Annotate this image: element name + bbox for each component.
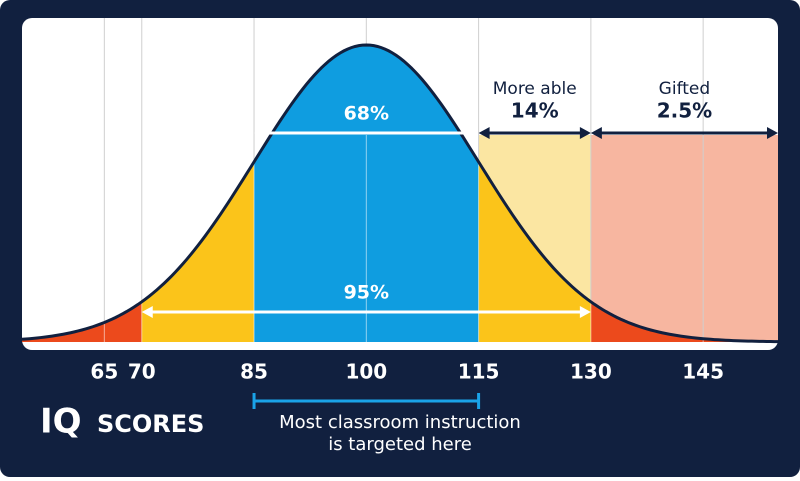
- group-label: 2.5%: [657, 99, 712, 123]
- x-tick-label: 85: [240, 360, 268, 384]
- band-arrow: [141, 306, 591, 318]
- group-arrow: [590, 127, 778, 139]
- axis-title-main: IQ: [40, 402, 82, 442]
- band-label: 68%: [344, 103, 389, 125]
- group-arrow: [478, 127, 591, 139]
- x-tick-label: 130: [570, 360, 612, 384]
- x-tick-label: 100: [345, 360, 387, 384]
- band-label: 95%: [344, 282, 389, 304]
- band-arrow-part: [254, 127, 266, 139]
- group-arrow-part: [767, 127, 778, 139]
- group-name: Gifted: [659, 79, 711, 99]
- note-bracket: [252, 393, 481, 409]
- group-zone: [590, 135, 778, 342]
- axis-title-rest: SCORES: [97, 410, 204, 438]
- note-line: Most classroom instruction: [279, 412, 521, 433]
- group-arrow-part: [590, 127, 602, 139]
- band-arrow-part: [141, 306, 153, 318]
- x-tick-label: 65: [90, 360, 118, 384]
- group-label: 14%: [511, 99, 559, 123]
- group-name: More able: [493, 79, 577, 99]
- x-tick-label: 145: [682, 360, 724, 384]
- group-arrow-part: [579, 127, 591, 139]
- group-arrow-part: [478, 127, 490, 139]
- band-arrow: [254, 127, 479, 139]
- band-arrow-part: [467, 127, 479, 139]
- x-tick-label: 70: [128, 360, 156, 384]
- x-tick-label: 115: [458, 360, 500, 384]
- bell-curve: [21, 43, 779, 344]
- band-arrow-part: [579, 306, 591, 318]
- note-line: is targeted here: [328, 434, 472, 455]
